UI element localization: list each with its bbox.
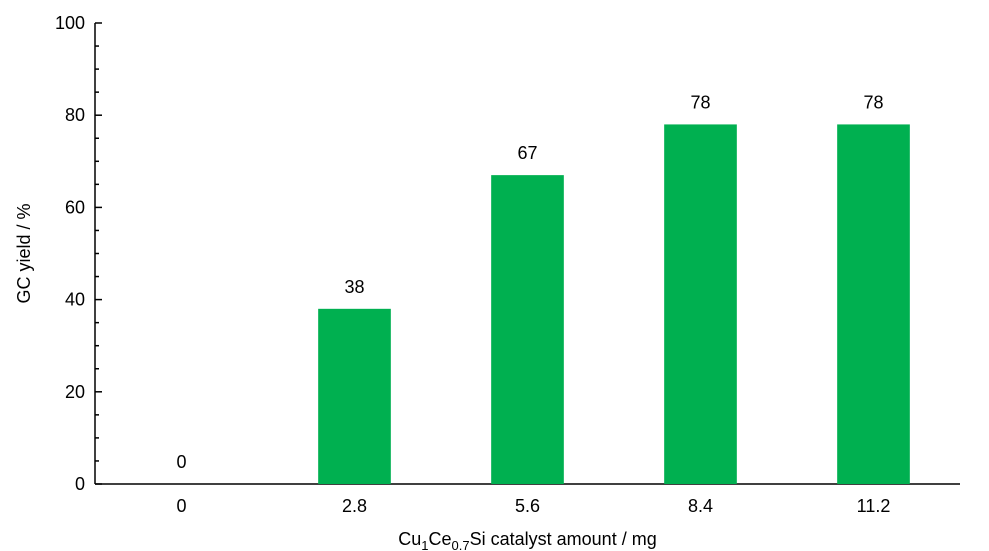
bar: [318, 308, 391, 484]
x-tick-label: 8.4: [688, 496, 713, 516]
x-tick-labels: 0 2.8 5.6 8.4 11.2: [176, 496, 890, 516]
y-tick-label: 60: [65, 197, 85, 217]
x-axis-title-part: Ce: [429, 529, 452, 549]
data-label: 78: [863, 92, 883, 112]
y-tick-label: 40: [65, 290, 85, 310]
x-tick-label: 0: [176, 496, 186, 516]
data-label: 38: [344, 277, 364, 297]
y-tick-label: 80: [65, 105, 85, 125]
bars: [318, 124, 910, 485]
x-tick-label: 5.6: [515, 496, 540, 516]
y-ticks: 0 20 40 60 80 100: [55, 13, 102, 494]
data-labels: 0 38 67 78 78: [176, 92, 883, 472]
y-tick-label: 0: [75, 474, 85, 494]
y-tick-label: 20: [65, 382, 85, 402]
y-axis-title: GC yield / %: [14, 203, 34, 303]
data-label: 78: [690, 92, 710, 112]
bar: [491, 175, 564, 484]
x-axis-title-part: Si catalyst amount / mg: [470, 529, 657, 549]
data-label: 67: [517, 143, 537, 163]
x-axis-title-part: Cu: [398, 529, 421, 549]
x-tick-label: 11.2: [857, 496, 891, 516]
y-tick-label: 100: [55, 13, 85, 33]
x-axis-title-subscript: 1: [421, 538, 428, 551]
x-tick-label: 2.8: [342, 496, 367, 516]
data-label: 0: [176, 452, 186, 472]
x-axis-title: Cu1Ce0.7Si catalyst amount / mg: [398, 529, 656, 551]
x-axis-title-subscript: 0.7: [452, 538, 470, 551]
bar: [664, 124, 737, 485]
bar: [837, 124, 910, 485]
